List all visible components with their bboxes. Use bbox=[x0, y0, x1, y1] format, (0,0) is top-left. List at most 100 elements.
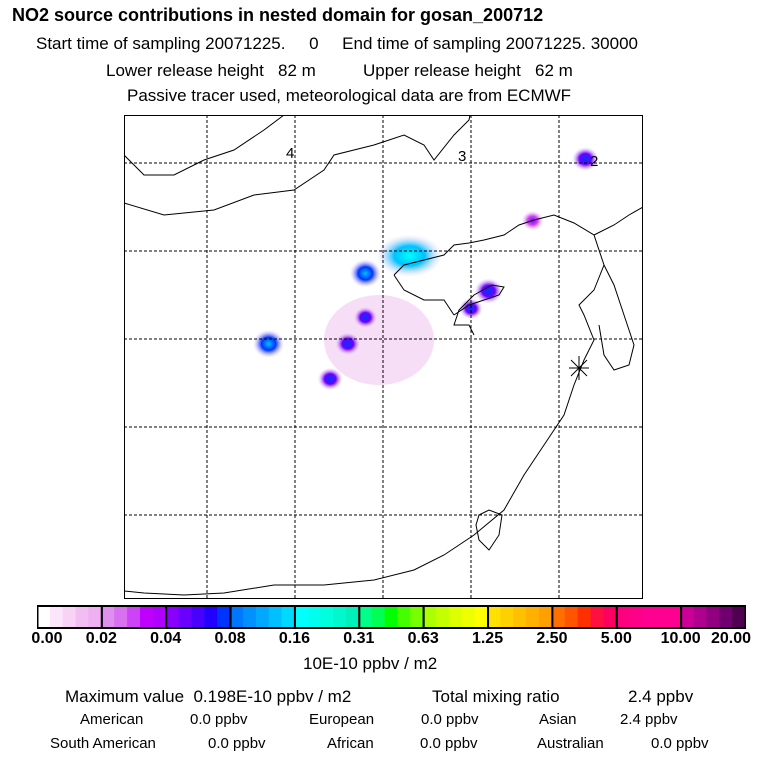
tracer-info: Passive tracer used, meteorological data… bbox=[127, 86, 572, 105]
chart-title: NO2 source contributions in nested domai… bbox=[12, 5, 544, 25]
concentration-map: 4 3 2 bbox=[124, 115, 643, 599]
south-american-value: 0.0 ppbv bbox=[208, 735, 266, 752]
colorbar-swatch bbox=[500, 606, 514, 628]
colorbar-swatch bbox=[461, 606, 476, 628]
australian-label: Australian bbox=[537, 735, 604, 752]
plume bbox=[375, 234, 443, 278]
asian-label: Asian bbox=[539, 711, 577, 728]
colorbar-swatch bbox=[49, 606, 64, 628]
colorbar-swatch bbox=[37, 606, 51, 628]
plume bbox=[571, 146, 599, 172]
colorbar-swatch bbox=[294, 606, 308, 628]
colorbar-swatch bbox=[101, 606, 115, 628]
colorbar-swatch bbox=[616, 606, 630, 628]
colorbar-swatch bbox=[384, 606, 399, 628]
colorbar-swatch bbox=[178, 606, 193, 628]
grid bbox=[124, 115, 643, 599]
colorbar-swatch bbox=[526, 606, 540, 628]
colorbar-swatch bbox=[654, 606, 669, 628]
release-height: Lower release height 82 m Upper release … bbox=[106, 61, 573, 80]
plume bbox=[317, 367, 343, 391]
colorbar-swatch bbox=[268, 606, 283, 628]
european-label: European bbox=[309, 711, 375, 728]
colorbar-tick-label: 0.00 bbox=[31, 630, 63, 647]
colorbar-swatch bbox=[513, 606, 527, 628]
colorbar-unit: 10E-10 ppbv / m2 bbox=[303, 654, 438, 673]
colorbar-swatch bbox=[680, 606, 695, 628]
colorbar-tick-label: 0.31 bbox=[343, 630, 375, 647]
receptor-marker bbox=[569, 356, 589, 380]
sampling-time: Start time of sampling 20071225. 0 End t… bbox=[36, 34, 638, 53]
colorbar-swatch bbox=[667, 606, 682, 628]
colorbar-swatch bbox=[436, 606, 450, 628]
colorbar-swatch bbox=[204, 606, 218, 628]
colorbar-tick-label: 1.25 bbox=[471, 630, 504, 647]
coastline bbox=[124, 115, 643, 596]
colorbar-swatch bbox=[603, 606, 617, 628]
australian-value: 0.0 ppbv bbox=[651, 735, 709, 752]
map-label: 2 bbox=[590, 153, 598, 170]
colorbar-swatch bbox=[152, 606, 167, 628]
colorbar-swatch bbox=[333, 606, 347, 628]
colorbar-swatch bbox=[732, 606, 746, 628]
colorbar-segment bbox=[680, 605, 746, 629]
plume bbox=[353, 306, 378, 329]
colorbar-swatch bbox=[165, 606, 180, 628]
colorbar-swatch bbox=[410, 606, 424, 628]
colorbar-swatch bbox=[551, 606, 566, 628]
colorbar-swatch bbox=[487, 606, 502, 628]
colorbar-swatch bbox=[307, 606, 321, 628]
colorbar-swatch bbox=[242, 606, 257, 628]
colorbar-swatch bbox=[693, 606, 707, 628]
asian-value: 2.4 ppbv bbox=[620, 711, 678, 728]
colorbar-tick-label: 2.50 bbox=[536, 630, 568, 647]
colorbar-tick-label: 0.63 bbox=[407, 630, 439, 647]
map-frame bbox=[124, 115, 643, 599]
colorbar-swatch bbox=[448, 606, 463, 628]
colorbar-swatch bbox=[191, 606, 205, 628]
colorbar-swatch bbox=[474, 606, 489, 628]
colorbar-swatch bbox=[62, 606, 77, 628]
colorbar-tick-label: 20.00 bbox=[710, 630, 752, 647]
african-label: African bbox=[327, 735, 374, 752]
plume bbox=[335, 332, 361, 356]
total-value: 2.4 ppbv bbox=[628, 687, 694, 706]
colorbar-swatch bbox=[719, 606, 733, 628]
african-value: 0.0 ppbv bbox=[420, 735, 478, 752]
colorbar-swatch bbox=[75, 606, 90, 628]
colorbar-swatch bbox=[642, 606, 656, 628]
colorbar-swatch bbox=[281, 606, 296, 628]
american-label: American bbox=[80, 711, 144, 728]
colorbar-swatch bbox=[139, 606, 154, 628]
colorbar-tick-label: 0.04 bbox=[150, 630, 182, 647]
colorbar-swatch bbox=[539, 606, 553, 628]
colorbar-swatch bbox=[629, 606, 643, 628]
south-american-label: South American bbox=[50, 735, 156, 752]
plume bbox=[459, 297, 483, 320]
colorbar-swatch bbox=[397, 606, 411, 628]
colorbar-swatch bbox=[423, 606, 437, 628]
plume bbox=[252, 329, 285, 359]
colorbar-swatch bbox=[371, 606, 386, 628]
colorbar-swatch bbox=[217, 606, 231, 628]
colorbar-tick-label: 5.00 bbox=[600, 630, 632, 647]
colorbar-swatch bbox=[577, 606, 592, 628]
colorbar-swatch bbox=[255, 606, 270, 628]
colorbar-swatch bbox=[358, 606, 373, 628]
colorbar-swatch bbox=[88, 606, 102, 628]
colorbar-swatch bbox=[320, 606, 334, 628]
map-label: 4 bbox=[286, 145, 294, 162]
colorbar bbox=[37, 605, 746, 629]
colorbar-swatch bbox=[564, 606, 579, 628]
american-value: 0.0 ppbv bbox=[190, 711, 248, 728]
colorbar-tick-label: 0.16 bbox=[278, 630, 311, 647]
plume bbox=[474, 278, 503, 304]
total-label: Total mixing ratio bbox=[432, 687, 560, 706]
plume bbox=[349, 259, 382, 288]
colorbar-tick-label: 0.08 bbox=[214, 630, 246, 647]
map-label: 3 bbox=[458, 148, 466, 165]
plume-haze bbox=[324, 295, 434, 385]
colorbar-swatch bbox=[230, 606, 244, 628]
colorbar-tick-label: 10.00 bbox=[660, 630, 701, 647]
colorbar-swatch bbox=[345, 606, 360, 628]
